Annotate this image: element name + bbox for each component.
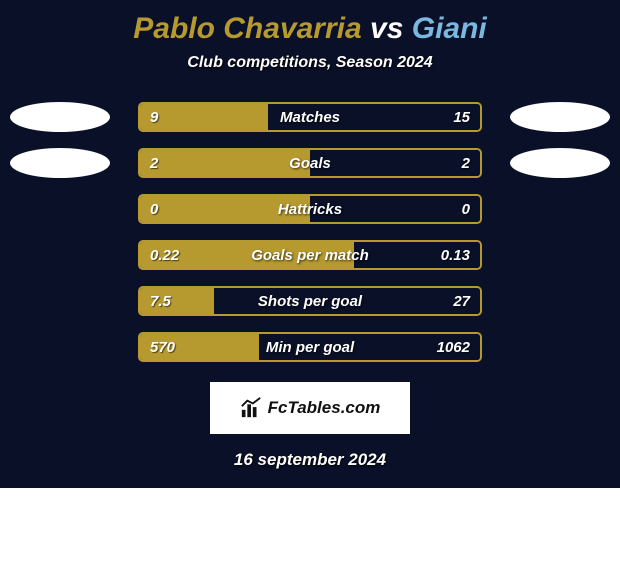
stat-row: 915Matches bbox=[0, 94, 620, 140]
bar-track: 7.527Shots per goal bbox=[138, 286, 482, 316]
title-vs: vs bbox=[362, 12, 412, 45]
stat-value-right: 27 bbox=[443, 288, 480, 314]
title-player2: Giani bbox=[412, 12, 487, 45]
club-badge-left bbox=[10, 102, 110, 132]
page-title: Pablo Chavarria vs Giani bbox=[0, 12, 620, 46]
stat-row: 7.527Shots per goal bbox=[0, 278, 620, 324]
title-player1: Pablo Chavarria bbox=[133, 12, 361, 45]
club-badge-right bbox=[510, 148, 610, 178]
stat-value-left: 2 bbox=[140, 150, 168, 176]
club-badge-left bbox=[10, 148, 110, 178]
subtitle: Club competitions, Season 2024 bbox=[0, 54, 620, 72]
bar-track: 0.220.13Goals per match bbox=[138, 240, 482, 270]
bar-track: 00Hattricks bbox=[138, 194, 482, 224]
bar-track: 22Goals bbox=[138, 148, 482, 178]
chart-icon bbox=[240, 397, 262, 419]
logo-text: FcTables.com bbox=[268, 398, 381, 418]
club-badge-right bbox=[510, 102, 610, 132]
stat-value-left: 570 bbox=[140, 334, 185, 360]
bar-track: 915Matches bbox=[138, 102, 482, 132]
bar-fill-right bbox=[214, 288, 480, 314]
stat-row: 0.220.13Goals per match bbox=[0, 232, 620, 278]
logo-box: FcTables.com bbox=[210, 382, 410, 434]
stat-value-right: 15 bbox=[443, 104, 480, 130]
stat-value-left: 0 bbox=[140, 196, 168, 222]
stat-value-right: 0 bbox=[452, 196, 480, 222]
comparison-card: Pablo Chavarria vs Giani Club competitio… bbox=[0, 0, 620, 488]
stats-container: 915Matches22Goals00Hattricks0.220.13Goal… bbox=[0, 94, 620, 370]
stat-row: 5701062Min per goal bbox=[0, 324, 620, 370]
stat-value-left: 9 bbox=[140, 104, 168, 130]
stat-value-right: 2 bbox=[452, 150, 480, 176]
date-text: 16 september 2024 bbox=[0, 450, 620, 470]
stat-value-left: 7.5 bbox=[140, 288, 181, 314]
stat-value-right: 1062 bbox=[427, 334, 480, 360]
stat-value-right: 0.13 bbox=[431, 242, 480, 268]
bar-track: 5701062Min per goal bbox=[138, 332, 482, 362]
stat-row: 00Hattricks bbox=[0, 186, 620, 232]
stat-row: 22Goals bbox=[0, 140, 620, 186]
stat-value-left: 0.22 bbox=[140, 242, 189, 268]
